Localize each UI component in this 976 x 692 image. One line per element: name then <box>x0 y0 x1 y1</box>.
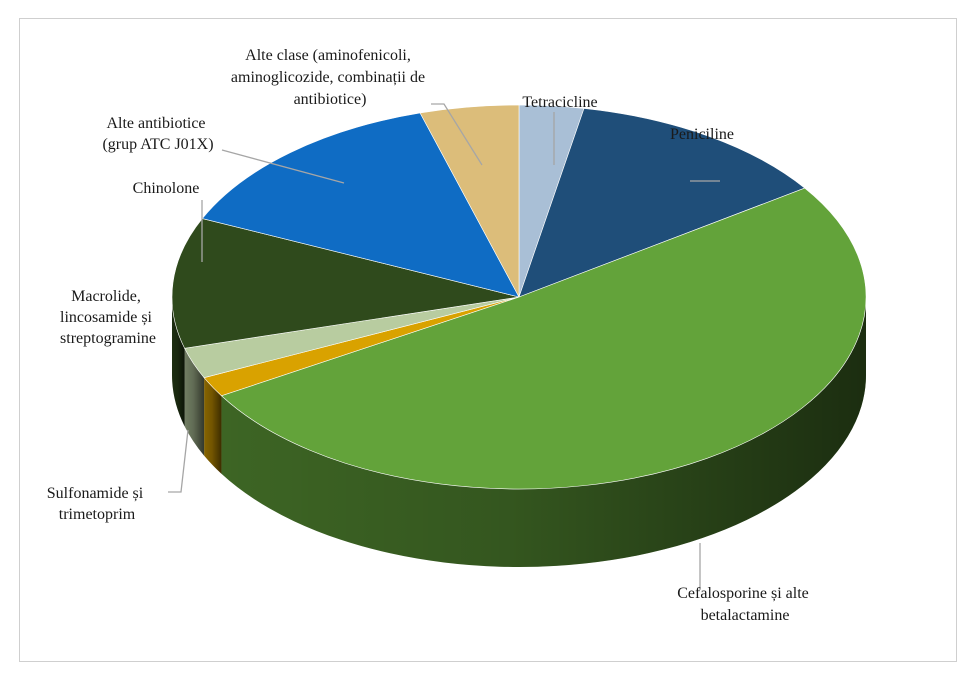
leader-line-alte-clase <box>431 103 483 166</box>
label-cefalosporine: Cefalosporine și alte betalactamine <box>677 585 813 624</box>
pie-side-shade-chinolone <box>172 297 185 427</box>
pie-slices <box>171 104 867 490</box>
label-alte-clase: Alte clase (aminofenicoli, aminoglicozid… <box>231 47 429 108</box>
leader-lines <box>168 103 720 590</box>
pie-side-shade-sulfonamide-i-trimetoprim <box>204 377 222 474</box>
chart-frame <box>19 18 957 662</box>
pie-slice-chinolone <box>171 218 520 349</box>
label-tetracicline: Tetracicline <box>522 94 597 111</box>
pie-side-shade-macrolide-lincosamide-i-streptogramine <box>184 348 205 456</box>
label-sulfonamide: Sulfonamide și trimetoprim <box>47 485 147 523</box>
leader-line-alte-antibiotice <box>221 149 345 184</box>
pie-slice-alte-antibiotice-grup-atc-j01x <box>201 112 520 298</box>
label-peniciline: Peniciline <box>670 126 734 143</box>
pie-slice-cefalosporine-i-alte-betalactamine <box>220 187 867 490</box>
leader-line-sulfonamide <box>168 429 189 493</box>
pie-sides <box>172 297 867 567</box>
label-macrolide: Macrolide, lincosamide și streptogramine <box>60 288 156 347</box>
label-chinolone: Chinolone <box>133 180 200 197</box>
label-alte-antibiotice: Alte antibiotice (grup ATC J01X) <box>102 115 213 153</box>
pie-slice-alte-clase-aminofenicoli-aminoglicozide-combina-ii-de-antibiotice <box>419 104 520 298</box>
pie-slice-peniciline <box>518 108 806 298</box>
pie-side-shade-cefalosporine-i-alte-betalactamine <box>221 297 867 567</box>
